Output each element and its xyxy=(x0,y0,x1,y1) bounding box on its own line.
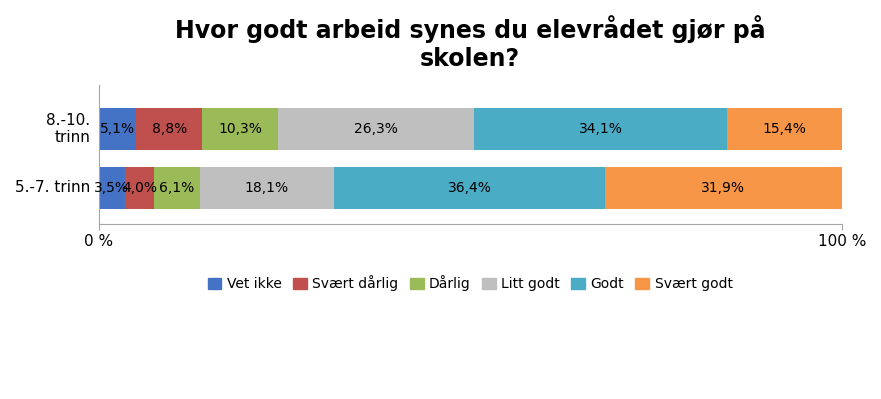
Text: 34,1%: 34,1% xyxy=(579,122,623,136)
Text: 3,5%: 3,5% xyxy=(94,181,130,195)
Bar xyxy=(278,108,474,150)
Text: 26,3%: 26,3% xyxy=(354,122,398,136)
Bar xyxy=(334,167,604,209)
Bar xyxy=(124,167,154,209)
Bar xyxy=(728,108,842,150)
Bar xyxy=(154,167,200,209)
Text: 6,1%: 6,1% xyxy=(159,181,195,195)
Text: 10,3%: 10,3% xyxy=(218,122,263,136)
Text: 18,1%: 18,1% xyxy=(245,181,289,195)
Text: 5,1%: 5,1% xyxy=(100,122,135,136)
Bar xyxy=(474,108,728,150)
Bar xyxy=(99,167,124,209)
Bar xyxy=(137,108,202,150)
Legend: Vet ikke, Svært dårlig, Dårlig, Litt godt, Godt, Svært godt: Vet ikke, Svært dårlig, Dårlig, Litt god… xyxy=(202,270,738,297)
Text: 15,4%: 15,4% xyxy=(763,122,806,136)
Bar xyxy=(604,167,842,209)
Text: 31,9%: 31,9% xyxy=(701,181,745,195)
Text: 8,8%: 8,8% xyxy=(152,122,187,136)
Text: 4,0%: 4,0% xyxy=(122,181,157,195)
Text: 36,4%: 36,4% xyxy=(448,181,492,195)
Bar xyxy=(99,108,137,150)
Title: Hvor godt arbeid synes du elevrådet gjør på
skolen?: Hvor godt arbeid synes du elevrådet gjør… xyxy=(175,15,766,71)
Bar xyxy=(200,167,334,209)
Bar xyxy=(202,108,278,150)
